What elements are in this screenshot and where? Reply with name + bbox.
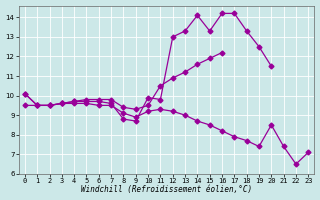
X-axis label: Windchill (Refroidissement éolien,°C): Windchill (Refroidissement éolien,°C) bbox=[81, 185, 252, 194]
